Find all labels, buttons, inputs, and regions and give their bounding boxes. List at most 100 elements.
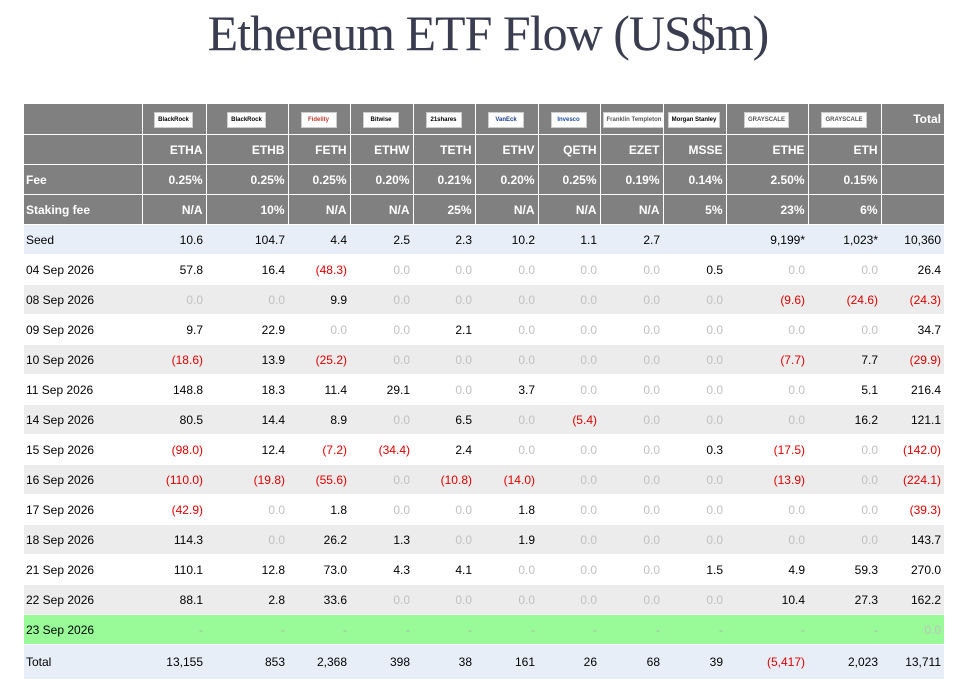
row-total-cell: (224.1)	[881, 464, 944, 495]
row-total-cell: (29.9)	[881, 344, 944, 375]
flow-cell: 10.2	[475, 224, 538, 255]
flow-cell: 0.0	[600, 434, 663, 465]
flow-cell	[663, 224, 726, 255]
flow-cell: 0.0	[726, 524, 808, 555]
flow-cell: 4.3	[350, 554, 413, 585]
flow-cell: 2.4	[413, 434, 475, 465]
table-row: 22 Sep 2026 88.1 2.8 33.6 0.0 0.0 0.0 0.0 0.0 0.0…	[24, 584, 944, 615]
flow-cell: 0.0	[600, 374, 663, 405]
flow-cell: (18.6)	[142, 344, 206, 375]
fund-logo: BlackRock	[227, 112, 266, 128]
flow-cell: 2.5	[350, 224, 413, 255]
flow-cell: 88.1	[142, 584, 206, 615]
flow-cell: -	[808, 614, 881, 645]
table-row: 14 Sep 2026 80.5 14.4 8.9 0.0 6.5 0.0 (5.4) 0.0 0…	[24, 404, 944, 435]
flow-cell: 0.3	[663, 434, 726, 465]
flow-cell: 0.0	[726, 374, 808, 405]
flow-cell: 161	[475, 644, 538, 680]
flow-cell: 0.5	[663, 254, 726, 285]
flow-cell: 38	[413, 644, 475, 680]
flow-cell: 0.0	[475, 284, 538, 315]
flow-cell: -	[350, 614, 413, 645]
flow-cell: -	[663, 614, 726, 645]
flow-cell: 1,023*	[808, 224, 881, 255]
flow-cell: 0.0	[475, 554, 538, 585]
date-cell: 09 Sep 2026	[24, 314, 142, 345]
flow-cell: 0.0	[663, 314, 726, 345]
row-total-cell: 143.7	[881, 524, 944, 555]
flow-cell: (25.2)	[288, 344, 350, 375]
flow-cell: 0.0	[350, 284, 413, 315]
table-row: 18 Sep 2026 114.3 0.0 26.2 1.3 0.0 1.9 0.0 0.0 0.…	[24, 524, 944, 555]
flow-cell: 0.0	[538, 314, 600, 345]
fund-logo: BlackRock	[154, 112, 193, 128]
flow-cell: 0.0	[206, 284, 288, 315]
flow-cell: -	[600, 614, 663, 645]
flow-cell: 0.0	[726, 494, 808, 525]
fund-logo-cell: Franklin Templeton	[600, 104, 664, 135]
flow-cell: 0.0	[538, 524, 600, 555]
flow-cell: 12.4	[206, 434, 288, 465]
flow-cell: 1.8	[288, 494, 350, 525]
flow-cell: 2.3	[413, 224, 475, 255]
flow-cell: 0.0	[600, 464, 663, 495]
flow-cell: 0.0	[413, 374, 475, 405]
table-row: 08 Sep 2026 0.0 0.0 9.9 0.0 0.0 0.0 0.0 0.0 0.0 (9…	[24, 284, 944, 315]
flow-cell: 8.9	[288, 404, 350, 435]
flow-cell: 12.8	[206, 554, 288, 585]
staking-cell: 6%	[808, 194, 882, 225]
flow-cell: 27.3	[808, 584, 881, 615]
fund-logo-cell: Bitwise	[350, 104, 414, 135]
flow-cell: 9.7	[142, 314, 206, 345]
flow-cell: 3.7	[475, 374, 538, 405]
table-row: 11 Sep 2026 148.8 18.3 11.4 29.1 0.0 3.7 0.0 0.0…	[24, 374, 944, 405]
flow-cell: 0.0	[350, 404, 413, 435]
flow-cell: 0.0	[288, 314, 350, 345]
blank-cell	[24, 134, 143, 165]
fund-logo: Franklin Templeton	[602, 112, 662, 128]
flow-cell: 0.0	[538, 584, 600, 615]
flow-cell: 80.5	[142, 404, 206, 435]
date-cell: 22 Sep 2026	[24, 584, 142, 615]
ticker-cell: FETH	[288, 134, 351, 165]
date-cell: 15 Sep 2026	[24, 434, 142, 465]
table-row: 10 Sep 2026 (18.6) 13.9 (25.2) 0.0 0.0 0.0 0.0 0…	[24, 344, 944, 375]
date-cell: 08 Sep 2026	[24, 284, 142, 315]
flow-cell: (34.4)	[350, 434, 413, 465]
staking-cell: N/A	[475, 194, 539, 225]
fee-cell: 0.25%	[538, 164, 601, 195]
row-total-cell: (39.3)	[881, 494, 944, 525]
fund-logo-cell: Invesco	[538, 104, 601, 135]
fund-logo: 21shares	[425, 112, 462, 128]
row-total-cell: 121.1	[881, 404, 944, 435]
flow-cell: 0.0	[808, 434, 881, 465]
flow-cell: 14.4	[206, 404, 288, 435]
fund-logo: Fidelity	[300, 112, 337, 128]
flow-cell: 0.0	[206, 524, 288, 555]
flow-cell: -	[288, 614, 350, 645]
flow-cell: 0.0	[538, 554, 600, 585]
date-cell: 21 Sep 2026	[24, 554, 142, 585]
flow-cell: 0.0	[350, 314, 413, 345]
flow-cell: 0.0	[142, 284, 206, 315]
flow-cell: 6.5	[413, 404, 475, 435]
table-row: 04 Sep 2026 57.8 16.4 (48.3) 0.0 0.0 0.0 0.0 0.0…	[24, 254, 944, 285]
flow-cell: 9.9	[288, 284, 350, 315]
flow-cell: 0.0	[350, 584, 413, 615]
fee-cell: 0.20%	[350, 164, 414, 195]
flow-cell: 0.0	[726, 314, 808, 345]
table-row: 23 Sep 2026- - - - - - - - - - -0.0	[24, 614, 944, 645]
flow-cell: 2,023	[808, 644, 881, 680]
date-cell: 10 Sep 2026	[24, 344, 142, 375]
flow-cell: 0.0	[808, 464, 881, 495]
flow-cell: 0.0	[538, 284, 600, 315]
row-total-cell: 26.4	[881, 254, 944, 285]
flow-cell: 33.6	[288, 584, 350, 615]
flow-cell: (19.8)	[206, 464, 288, 495]
flow-cell: 4.4	[288, 224, 350, 255]
flow-cell: -	[142, 614, 206, 645]
flow-cell: 13,155	[142, 644, 206, 680]
fee-cell: 0.25%	[142, 164, 207, 195]
row-total-cell: 270.0	[881, 554, 944, 585]
row-total-cell: 34.7	[881, 314, 944, 345]
